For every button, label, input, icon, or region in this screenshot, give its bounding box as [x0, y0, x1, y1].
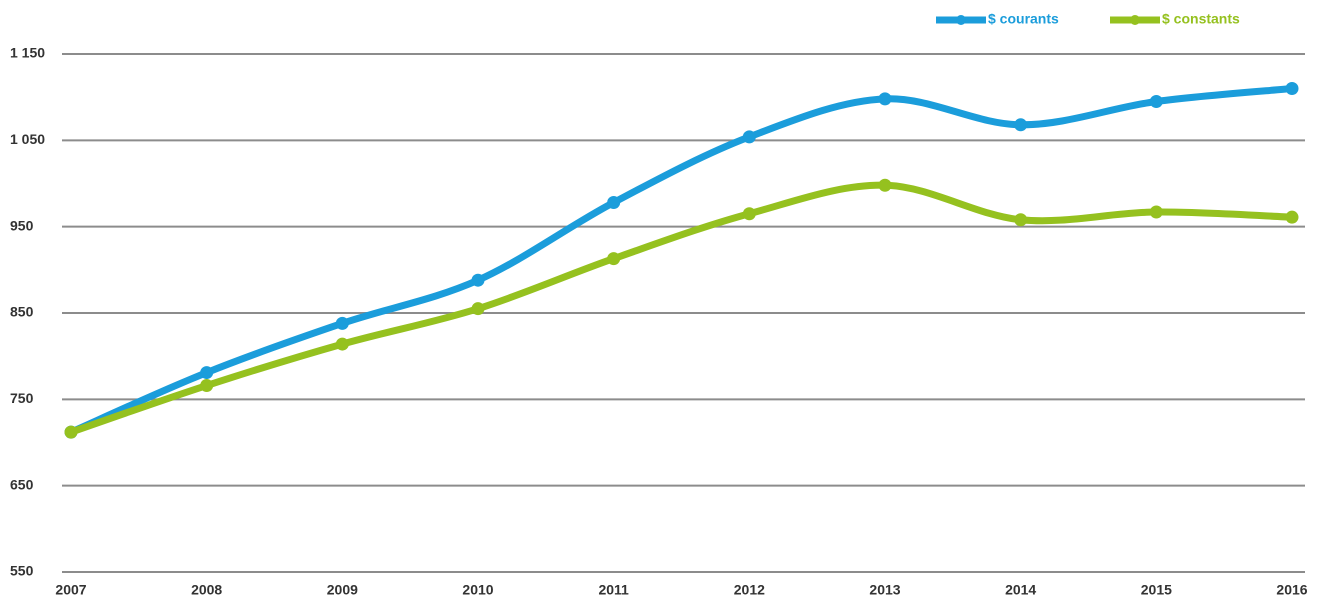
point	[1285, 210, 1299, 224]
y-tick-label: 850	[10, 304, 34, 320]
x-tick-label: 2010	[462, 582, 493, 598]
point	[742, 130, 756, 144]
point	[878, 178, 892, 192]
point	[200, 379, 214, 393]
x-tick-label: 2012	[734, 582, 765, 598]
point	[878, 92, 892, 106]
point	[1149, 205, 1163, 219]
point	[607, 195, 621, 209]
y-tick-label: 750	[10, 390, 34, 406]
x-tick-label: 2014	[1005, 582, 1036, 598]
series-line	[69, 85, 1293, 436]
point	[471, 273, 485, 287]
y-tick-label: 950	[10, 217, 34, 233]
x-tick-label: 2011	[598, 582, 629, 598]
point	[607, 252, 621, 266]
point	[1014, 118, 1028, 132]
x-tick-label: 2009	[327, 582, 358, 598]
legend-label: $ courants	[988, 11, 1059, 27]
legend-marker	[1130, 15, 1140, 25]
legend-marker	[956, 15, 966, 25]
point	[335, 337, 349, 351]
x-tick-label: 2016	[1276, 582, 1307, 598]
point	[471, 302, 485, 316]
point	[742, 207, 756, 221]
y-tick-label: 550	[10, 563, 34, 579]
y-tick-label: 650	[10, 476, 34, 492]
series-line	[69, 181, 1293, 436]
legend-label: $ constants	[1162, 11, 1240, 27]
y-tick-label: 1 050	[10, 131, 45, 147]
x-tick-label: 2008	[191, 582, 222, 598]
point	[335, 316, 349, 330]
x-tick-label: 2007	[55, 582, 86, 598]
point	[1014, 213, 1028, 227]
point	[64, 425, 78, 439]
x-tick-label: 2013	[869, 582, 900, 598]
point	[200, 366, 214, 380]
point	[1285, 82, 1299, 96]
y-tick-label: 1 150	[10, 45, 45, 61]
point	[1149, 94, 1163, 108]
x-tick-label: 2015	[1141, 582, 1172, 598]
